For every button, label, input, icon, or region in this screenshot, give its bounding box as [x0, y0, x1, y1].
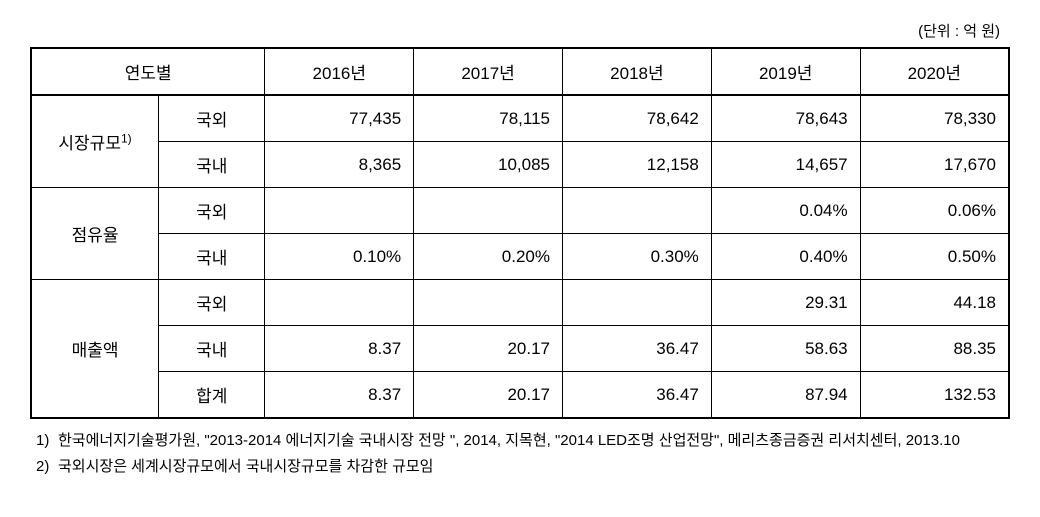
col-2016: 2016년: [265, 48, 414, 95]
sub-domestic: 국내: [159, 326, 265, 372]
cell: 8.37: [265, 372, 414, 419]
col-2017: 2017년: [414, 48, 563, 95]
col-2020: 2020년: [860, 48, 1009, 95]
cell: 58.63: [711, 326, 860, 372]
data-table: 연도별 2016년 2017년 2018년 2019년 2020년 시장규모1)…: [30, 47, 1010, 419]
cell: 0.20%: [414, 234, 563, 280]
table-header-row: 연도별 2016년 2017년 2018년 2019년 2020년: [31, 48, 1009, 95]
cell: 36.47: [562, 326, 711, 372]
sub-domestic: 국내: [159, 142, 265, 188]
cell: 0.10%: [265, 234, 414, 280]
cell: 78,115: [414, 95, 563, 142]
col-2018: 2018년: [562, 48, 711, 95]
cell: 12,158: [562, 142, 711, 188]
group-market-size: 시장규모1): [31, 95, 159, 188]
cell: 36.47: [562, 372, 711, 419]
cell: 78,642: [562, 95, 711, 142]
footnote-ref: 1): [121, 131, 132, 145]
cell: 29.31: [711, 280, 860, 326]
cell: 20.17: [414, 326, 563, 372]
unit-label: (단위 : 억 원): [30, 20, 1010, 41]
cell: 78,330: [860, 95, 1009, 142]
year-header: 연도별: [31, 48, 265, 95]
footnote-text: 국외시장은 세계시장규모에서 국내시장규모를 차감한 규모임: [58, 455, 1004, 479]
cell: 0.04%: [711, 188, 860, 234]
cell: [414, 280, 563, 326]
sub-overseas: 국외: [159, 188, 265, 234]
group-share: 점유율: [31, 188, 159, 280]
cell: 20.17: [414, 372, 563, 419]
sub-domestic: 국내: [159, 234, 265, 280]
sub-total: 합계: [159, 372, 265, 419]
cell: 87.94: [711, 372, 860, 419]
table-row: 점유율 국외 0.04% 0.06%: [31, 188, 1009, 234]
table-row: 합계 8.37 20.17 36.47 87.94 132.53: [31, 372, 1009, 419]
cell: 0.06%: [860, 188, 1009, 234]
cell: 78,643: [711, 95, 860, 142]
table-row: 국내 0.10% 0.20% 0.30% 0.40% 0.50%: [31, 234, 1009, 280]
cell: 132.53: [860, 372, 1009, 419]
cell: [265, 188, 414, 234]
cell: 88.35: [860, 326, 1009, 372]
cell: 0.30%: [562, 234, 711, 280]
sub-overseas: 국외: [159, 280, 265, 326]
cell: 8.37: [265, 326, 414, 372]
footnote-number: 2): [36, 455, 58, 479]
footnote-1: 1) 한국에너지기술평가원, "2013-2014 에너지기술 국내시장 전망 …: [36, 429, 1004, 453]
cell: [562, 188, 711, 234]
cell: 0.40%: [711, 234, 860, 280]
table-row: 국내 8,365 10,085 12,158 14,657 17,670: [31, 142, 1009, 188]
cell: 44.18: [860, 280, 1009, 326]
cell: 14,657: [711, 142, 860, 188]
cell: 0.50%: [860, 234, 1009, 280]
cell: [562, 280, 711, 326]
cell: 17,670: [860, 142, 1009, 188]
cell: 77,435: [265, 95, 414, 142]
cell: [414, 188, 563, 234]
footnote-text: 한국에너지기술평가원, "2013-2014 에너지기술 국내시장 전망 ", …: [58, 429, 1004, 453]
group-revenue: 매출액: [31, 280, 159, 419]
table-row: 국내 8.37 20.17 36.47 58.63 88.35: [31, 326, 1009, 372]
col-2019: 2019년: [711, 48, 860, 95]
footnote-number: 1): [36, 429, 58, 453]
cell: [265, 280, 414, 326]
footnotes: 1) 한국에너지기술평가원, "2013-2014 에너지기술 국내시장 전망 …: [30, 429, 1010, 479]
table-row: 매출액 국외 29.31 44.18: [31, 280, 1009, 326]
footnote-2: 2) 국외시장은 세계시장규모에서 국내시장규모를 차감한 규모임: [36, 455, 1004, 479]
cell: 10,085: [414, 142, 563, 188]
sub-overseas: 국외: [159, 95, 265, 142]
cell: 8,365: [265, 142, 414, 188]
group-label: 시장규모: [58, 134, 121, 153]
table-row: 시장규모1) 국외 77,435 78,115 78,642 78,643 78…: [31, 95, 1009, 142]
table-body: 시장규모1) 국외 77,435 78,115 78,642 78,643 78…: [31, 95, 1009, 418]
